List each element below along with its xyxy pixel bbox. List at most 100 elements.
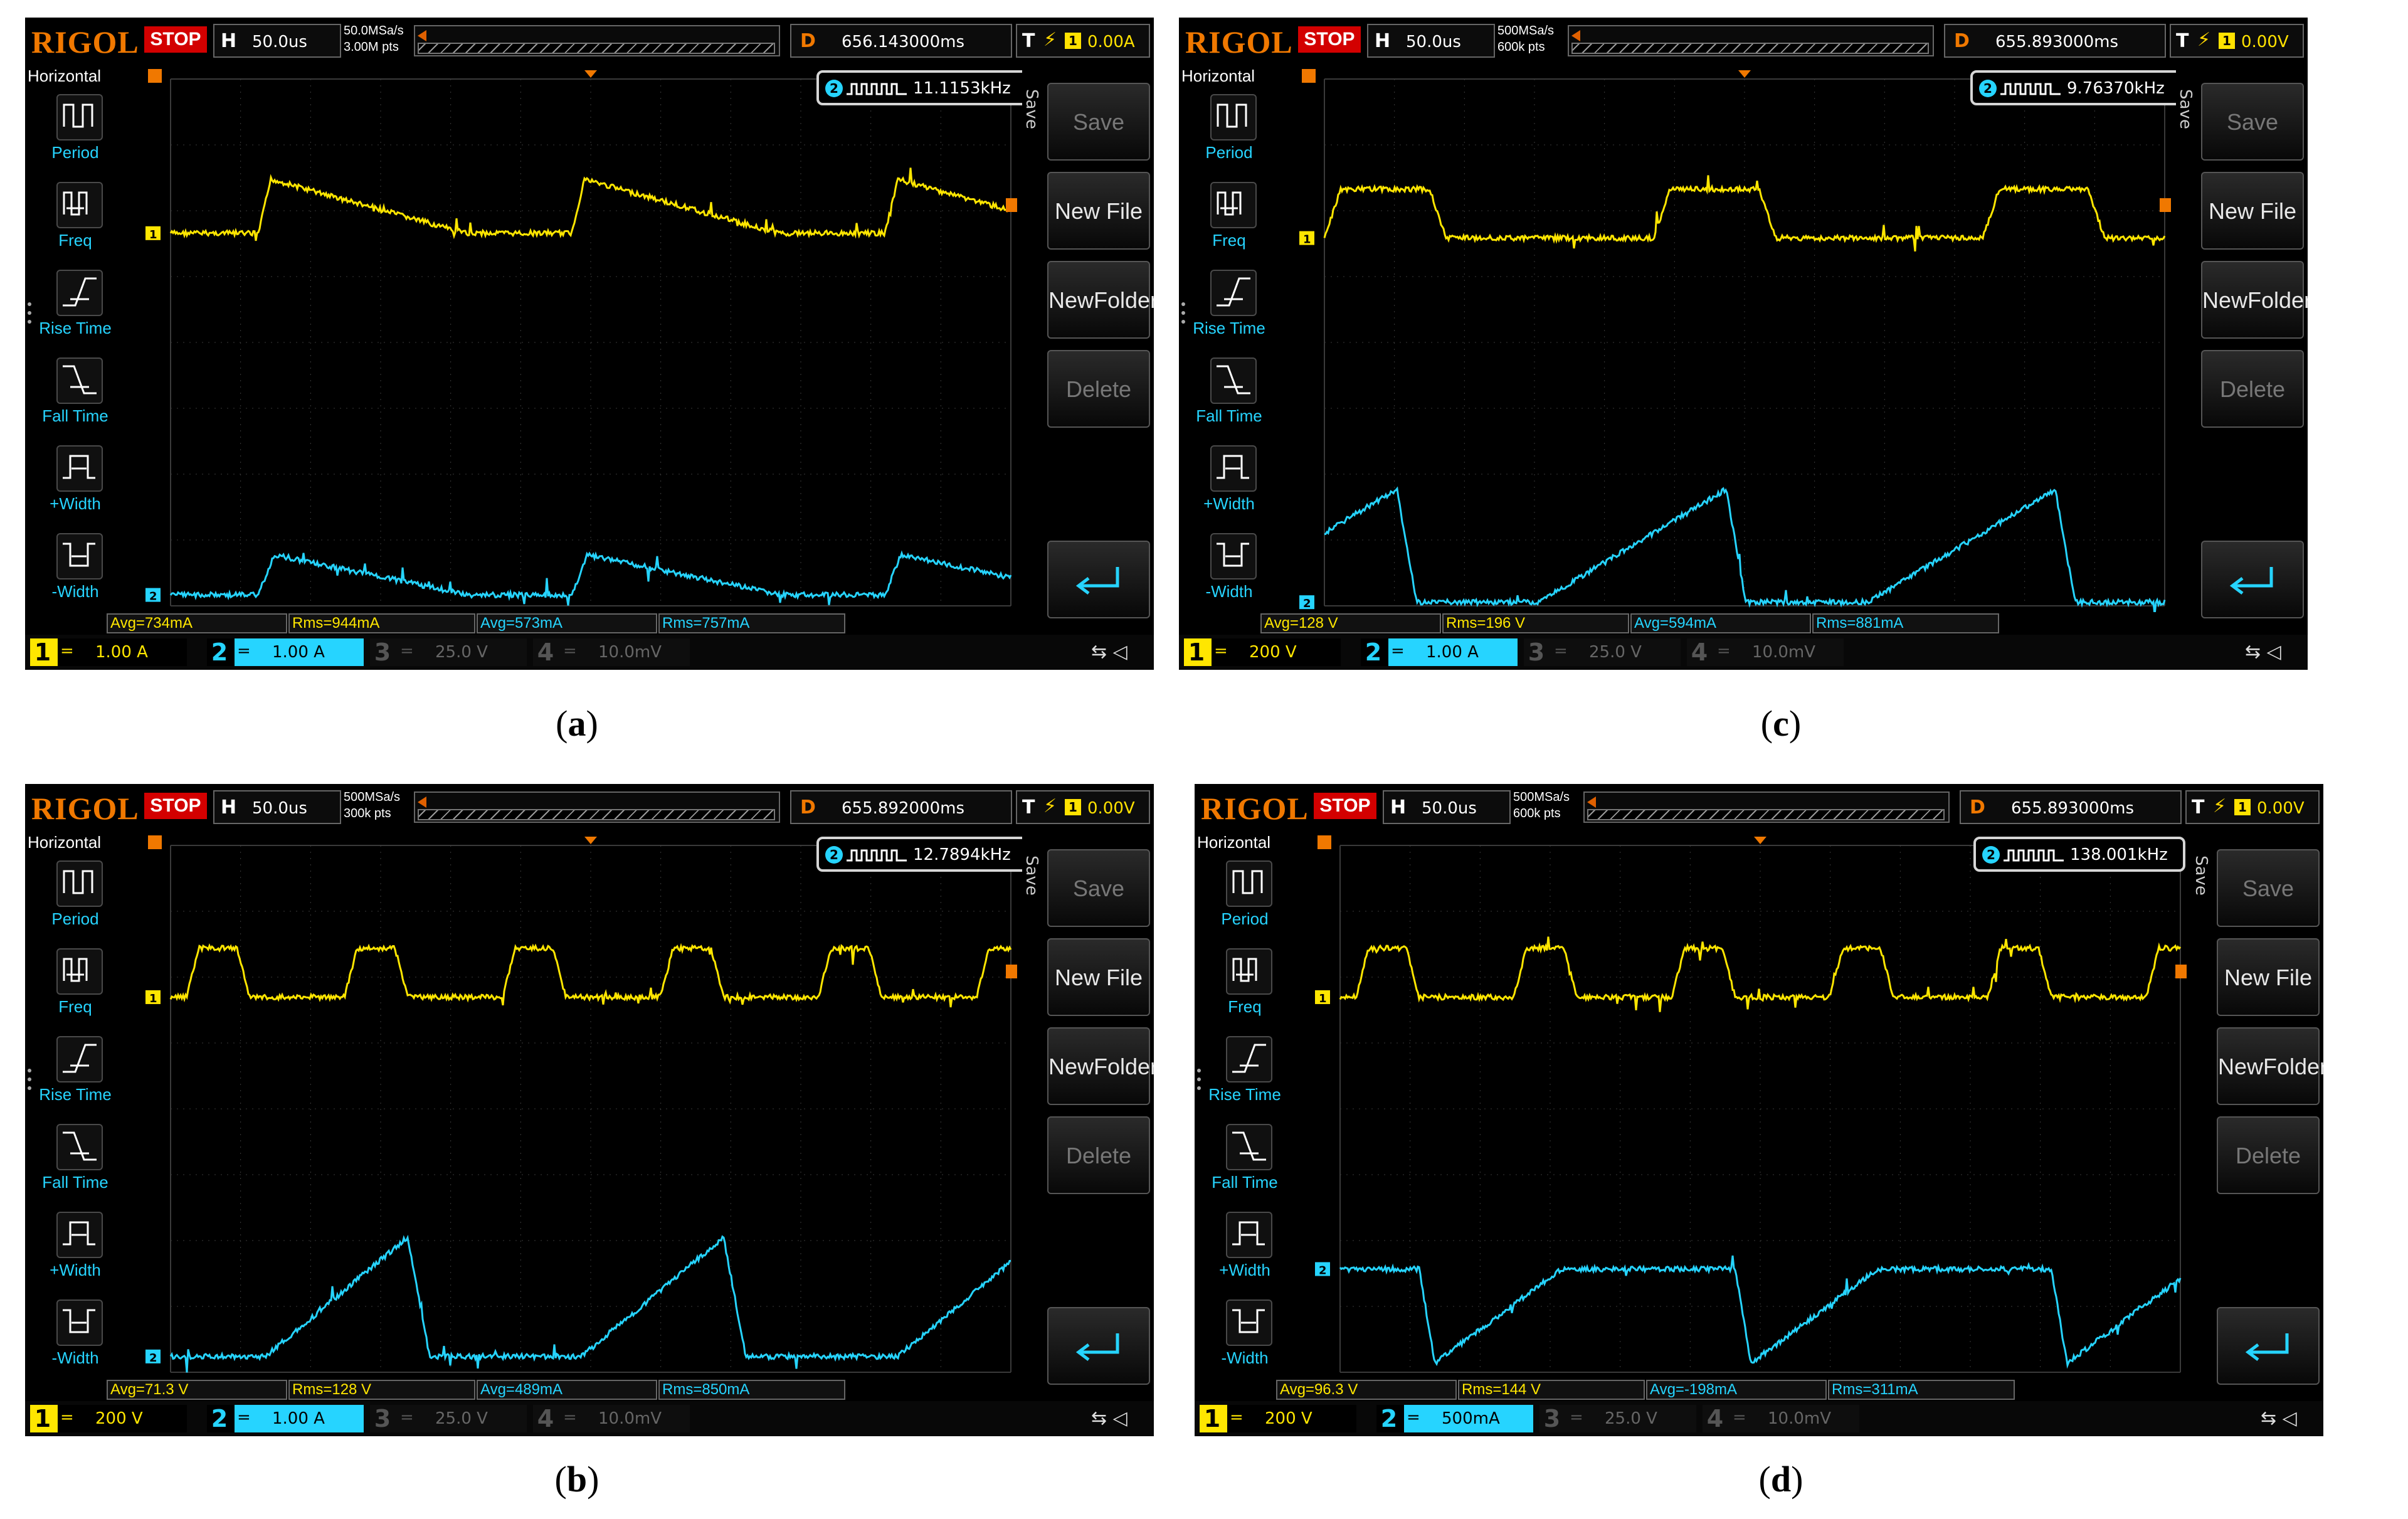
trigger-level: 0.00V	[2257, 799, 2305, 818]
trigger-box[interactable]: T ⚡ 1 0.00A	[1016, 24, 1150, 58]
delete-button[interactable]: Delete	[2217, 1116, 2320, 1194]
measure-item-period[interactable]: Period	[1195, 860, 1301, 947]
measure-item-freq[interactable]: Freq	[1195, 948, 1301, 1035]
delay-box[interactable]: D 655.892000ms	[790, 790, 1012, 824]
run-stop-button[interactable]: STOP	[1298, 26, 1361, 53]
measure-item-pos-width[interactable]: +Width	[1179, 445, 1286, 532]
memory-position-bar[interactable]	[414, 791, 780, 823]
timebase-box[interactable]: H 50.0us	[213, 790, 341, 824]
measure-item-rise-time[interactable]: Rise Time	[1195, 1036, 1301, 1123]
run-stop-button[interactable]: STOP	[144, 26, 207, 53]
delay-box[interactable]: D 655.893000ms	[1944, 24, 2166, 58]
measure-item-period[interactable]: Period	[25, 860, 132, 947]
channel-3-indicator[interactable]: 3 = 25.0 V	[370, 1405, 527, 1432]
trigger-box[interactable]: T ⚡ 1 0.00V	[2170, 24, 2304, 58]
channel-4-indicator[interactable]: 4 = 10.0mV	[1703, 1405, 1859, 1432]
measure-item-rise-time[interactable]: Rise Time	[1179, 270, 1286, 356]
measure-item-fall-time[interactable]: Fall Time	[1179, 357, 1286, 444]
scope-top-bar: RIGOL STOP H 50.0us 500MSa/s 600k pts D …	[1195, 784, 2323, 830]
save-label: Save	[2242, 876, 2294, 901]
memory-position-bar[interactable]	[1568, 25, 1934, 56]
measure-item-neg-width[interactable]: -Width	[25, 1299, 132, 1386]
usb-sound-icon[interactable]: ⇆ ◁	[2245, 641, 2281, 663]
save-button[interactable]: Save	[2217, 849, 2320, 927]
channel-2-indicator[interactable]: 2 = 1.00 A	[207, 638, 364, 666]
memory-position-bar[interactable]	[1583, 791, 1950, 823]
usb-sound-icon[interactable]: ⇆ ◁	[1091, 1407, 1127, 1429]
channel-1-indicator[interactable]: 1 = 1.00 A	[30, 638, 187, 666]
measure-item-fall-time[interactable]: Fall Time	[25, 357, 132, 444]
usb-sound-icon[interactable]: ⇆ ◁	[2261, 1407, 2297, 1429]
new-file-button[interactable]: New File	[1047, 938, 1150, 1016]
dc-coupling-icon: =	[400, 642, 414, 660]
usb-sound-icon[interactable]: ⇆ ◁	[1091, 641, 1127, 663]
measure-item-rise-time[interactable]: Rise Time	[25, 1036, 132, 1123]
timebase-box[interactable]: H 50.0us	[1383, 790, 1511, 824]
channel-3-indicator[interactable]: 3 = 25.0 V	[1524, 638, 1681, 666]
channel-4-indicator[interactable]: 4 = 10.0mV	[533, 1405, 690, 1432]
back-button[interactable]	[2201, 541, 2304, 618]
measure-item-fall-time[interactable]: Fall Time	[25, 1124, 132, 1210]
new-file-button[interactable]: New File	[2201, 172, 2304, 250]
channel-1-indicator[interactable]: 1 = 200 V	[30, 1405, 187, 1432]
measure-menu-title: Horizontal	[1181, 66, 1255, 85]
channel-3-indicator[interactable]: 3 = 25.0 V	[370, 638, 527, 666]
measure-item-period[interactable]: Period	[25, 94, 132, 181]
measure-item-pos-width[interactable]: +Width	[25, 445, 132, 532]
timebase-box[interactable]: H 50.0us	[1367, 24, 1495, 58]
timebase-box[interactable]: H 50.0us	[213, 24, 341, 58]
channel-2-indicator[interactable]: 2 = 1.00 A	[207, 1405, 364, 1432]
channel-3-indicator[interactable]: 3 = 25.0 V	[1539, 1405, 1696, 1432]
delay-box[interactable]: D 656.143000ms	[790, 24, 1012, 58]
run-stop-button[interactable]: STOP	[1314, 793, 1376, 819]
channel-2-marker-label: 2	[1303, 597, 1311, 610]
new-folder-button[interactable]: NewFolder	[1047, 1027, 1154, 1105]
back-button[interactable]	[2217, 1307, 2320, 1385]
measure-item-freq[interactable]: Freq	[25, 948, 132, 1035]
measure-item-neg-width[interactable]: -Width	[1195, 1299, 1301, 1386]
pos-width-icon	[56, 1212, 103, 1258]
frequency-value: 12.7894kHz	[913, 845, 1011, 864]
measure-item-neg-width[interactable]: -Width	[25, 533, 132, 620]
delete-button[interactable]: Delete	[1047, 350, 1150, 428]
save-button[interactable]: Save	[1047, 849, 1150, 927]
measure-item-freq[interactable]: Freq	[25, 182, 132, 268]
measure-item-rise-time[interactable]: Rise Time	[25, 270, 132, 356]
measure-item-freq[interactable]: Freq	[1179, 182, 1286, 268]
measure-item-fall-time[interactable]: Fall Time	[1195, 1124, 1301, 1210]
back-button[interactable]	[1047, 541, 1150, 618]
trigger-box[interactable]: T ⚡ 1 0.00V	[1016, 790, 1150, 824]
memory-position-bar[interactable]	[414, 25, 780, 56]
channel-4-indicator[interactable]: 4 = 10.0mV	[533, 638, 690, 666]
measure-item-label: Period	[1221, 909, 1269, 928]
measure-item-neg-width[interactable]: -Width	[1179, 533, 1286, 620]
measure-item-pos-width[interactable]: +Width	[25, 1212, 132, 1298]
trigger-box[interactable]: T ⚡ 1 0.00V	[2185, 790, 2320, 824]
new-folder-button[interactable]: NewFolder	[2217, 1027, 2323, 1105]
back-button[interactable]	[1047, 1307, 1150, 1385]
new-file-button[interactable]: New File	[2217, 938, 2320, 1016]
trigger-position-marker-icon	[1587, 797, 1596, 808]
measure-item-period[interactable]: Period	[1179, 94, 1286, 181]
save-button[interactable]: Save	[2201, 83, 2304, 161]
channel-1-indicator[interactable]: 1 = 200 V	[1184, 638, 1341, 666]
channel-2-indicator[interactable]: 2 = 500mA	[1376, 1405, 1533, 1432]
measure-item-pos-width[interactable]: +Width	[1195, 1212, 1301, 1298]
save-button[interactable]: Save	[1047, 83, 1150, 161]
channel-1-indicator[interactable]: 1 = 200 V	[1200, 1405, 1356, 1432]
new-file-button[interactable]: New File	[1047, 172, 1150, 250]
delay-box[interactable]: D 655.893000ms	[1960, 790, 2182, 824]
channel-1-marker-label: 1	[1303, 233, 1311, 246]
run-stop-button[interactable]: STOP	[144, 793, 207, 819]
dc-coupling-icon: =	[1407, 1408, 1420, 1427]
new-folder-button[interactable]: NewFolder	[2201, 261, 2308, 339]
new-folder-button[interactable]: NewFolder	[1047, 261, 1154, 339]
delete-button[interactable]: Delete	[2201, 350, 2304, 428]
delete-button[interactable]: Delete	[1047, 1116, 1150, 1194]
channel-4-indicator[interactable]: 4 = 10.0mV	[1687, 638, 1844, 666]
channel-2-indicator[interactable]: 2 = 1.00 A	[1361, 638, 1518, 666]
